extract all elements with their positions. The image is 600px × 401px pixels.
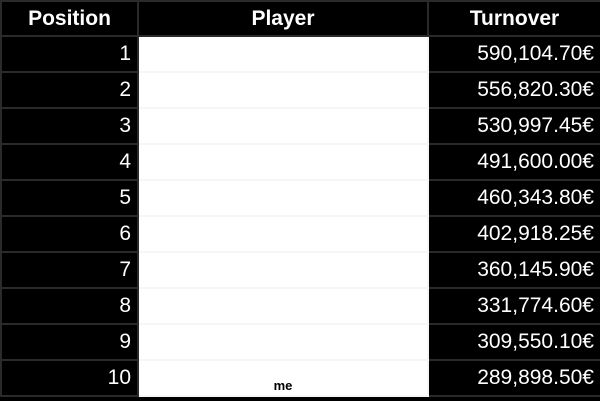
table-row: 3 530,997.45€: [0, 107, 600, 145]
position-cell: 1: [0, 35, 139, 73]
position-cell: 7: [0, 251, 139, 289]
position-cell: 6: [0, 215, 139, 253]
turnover-cell: 556,820.30€: [427, 71, 600, 109]
table-row: 10 me 289,898.50€: [0, 359, 600, 397]
table-row: 9 309,550.10€: [0, 323, 600, 361]
player-cell: [137, 71, 429, 109]
table-row: 2 556,820.30€: [0, 71, 600, 109]
position-cell: 10: [0, 359, 139, 397]
player-cell: [137, 251, 429, 289]
turnover-cell: 460,343.80€: [427, 179, 600, 217]
turnover-cell: 360,145.90€: [427, 251, 600, 289]
position-cell: 9: [0, 323, 139, 361]
player-cell: [137, 107, 429, 145]
turnover-cell: 402,918.25€: [427, 215, 600, 253]
table-row: 5 460,343.80€: [0, 179, 600, 217]
position-cell: 5: [0, 179, 139, 217]
player-cell: me: [137, 359, 429, 397]
header-turnover: Turnover: [427, 0, 600, 37]
position-cell: 2: [0, 71, 139, 109]
table-row: 8 331,774.60€: [0, 287, 600, 325]
player-cell: [137, 35, 429, 73]
player-cell: [137, 323, 429, 361]
position-cell: 3: [0, 107, 139, 145]
position-cell: 4: [0, 143, 139, 181]
position-cell: 8: [0, 287, 139, 325]
table-row: 4 491,600.00€: [0, 143, 600, 181]
table-row: 7 360,145.90€: [0, 251, 600, 289]
turnover-cell: 309,550.10€: [427, 323, 600, 361]
turnover-cell: 491,600.00€: [427, 143, 600, 181]
table-row: 6 402,918.25€: [0, 215, 600, 253]
turnover-cell: 590,104.70€: [427, 35, 600, 73]
turnover-cell: 289,898.50€: [427, 359, 600, 397]
header-row: Position Player Turnover: [0, 0, 600, 37]
player-cell: [137, 179, 429, 217]
header-position: Position: [0, 0, 139, 37]
player-cell: [137, 143, 429, 181]
header-player: Player: [137, 0, 429, 37]
turnover-cell: 530,997.45€: [427, 107, 600, 145]
turnover-cell: 331,774.60€: [427, 287, 600, 325]
table-row: 1 590,104.70€: [0, 35, 600, 73]
player-cell: [137, 215, 429, 253]
player-cell: [137, 287, 429, 325]
